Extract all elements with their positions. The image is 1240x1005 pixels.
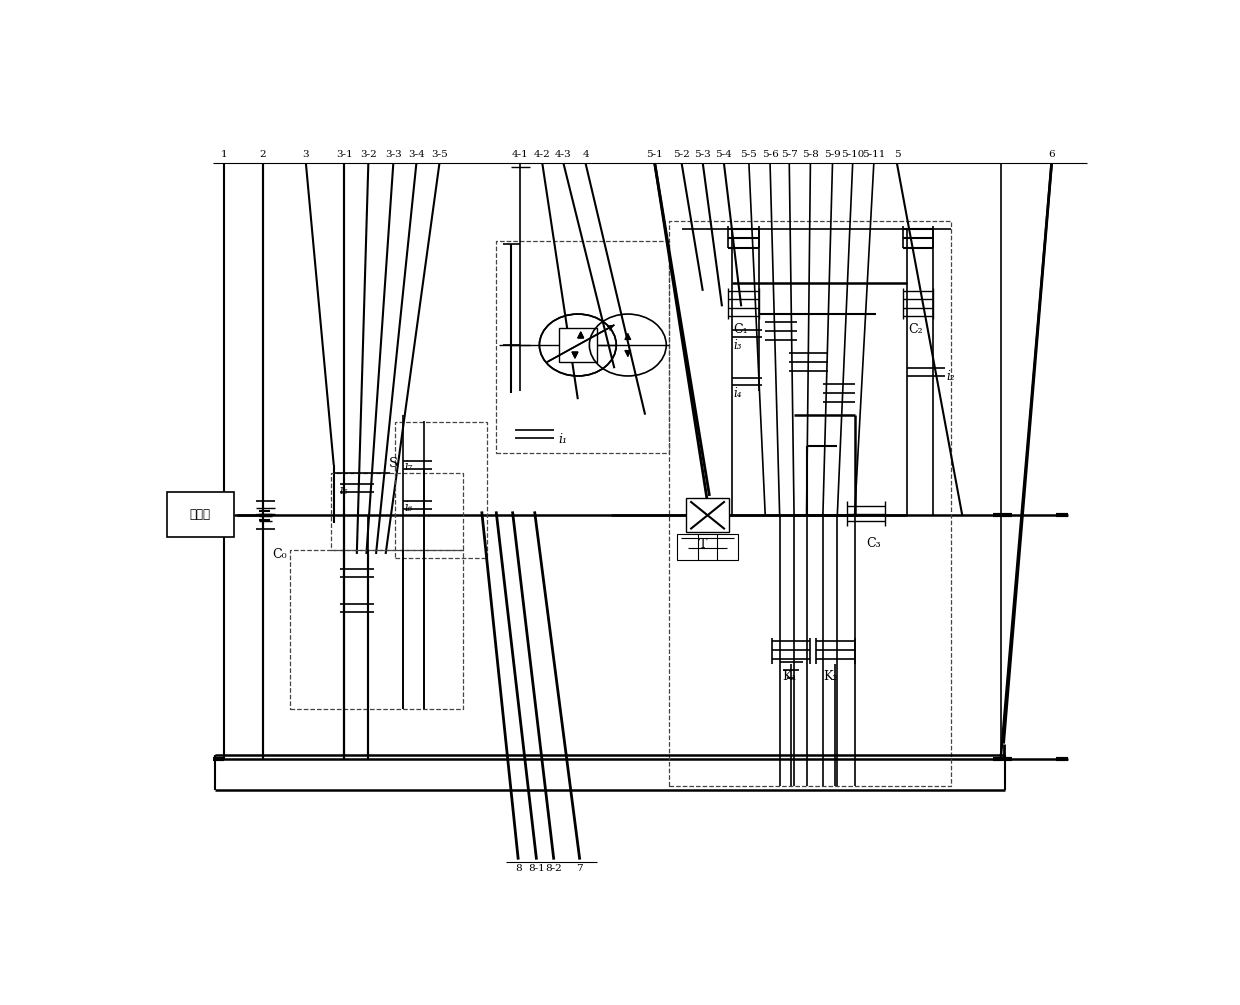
Text: 8: 8	[515, 863, 522, 872]
Text: C₁: C₁	[734, 324, 748, 337]
Text: 发动机: 发动机	[190, 508, 211, 521]
Bar	[558, 328, 596, 362]
Text: 3-5: 3-5	[432, 151, 448, 159]
Text: 5-9: 5-9	[825, 151, 841, 159]
Text: K₂: K₂	[823, 670, 838, 683]
Text: 2: 2	[259, 151, 265, 159]
Text: 5-3: 5-3	[694, 151, 712, 159]
Text: 3-2: 3-2	[360, 151, 377, 159]
Text: 4-2: 4-2	[534, 151, 551, 159]
Text: 4-3: 4-3	[556, 151, 572, 159]
Text: C₂: C₂	[909, 324, 923, 337]
Text: 4: 4	[583, 151, 589, 159]
Text: 3-4: 3-4	[408, 151, 425, 159]
Text: 3: 3	[303, 151, 309, 159]
Text: 5-7: 5-7	[781, 151, 797, 159]
Text: i₃: i₃	[734, 339, 742, 352]
Bar	[677, 534, 738, 560]
Text: 5-10: 5-10	[841, 151, 864, 159]
Text: K₁: K₁	[782, 670, 796, 683]
Text: i₂: i₂	[947, 370, 955, 383]
Text: 4-1: 4-1	[512, 151, 528, 159]
Text: 5: 5	[894, 151, 900, 159]
Text: i₄: i₄	[734, 387, 742, 400]
Text: i₅: i₅	[340, 484, 348, 497]
Text: C₀: C₀	[273, 548, 286, 561]
Text: C₃: C₃	[866, 537, 880, 550]
Text: 8-2: 8-2	[546, 863, 562, 872]
Text: 5-11: 5-11	[862, 151, 885, 159]
Text: i₆: i₆	[404, 501, 413, 515]
Text: 5-4: 5-4	[715, 151, 733, 159]
Text: i₁: i₁	[558, 433, 568, 446]
Text: 3-1: 3-1	[336, 151, 352, 159]
Text: 5-2: 5-2	[673, 151, 689, 159]
Text: 5-8: 5-8	[802, 151, 818, 159]
Text: i₇: i₇	[404, 459, 413, 472]
Text: 1: 1	[221, 151, 227, 159]
Text: 5-5: 5-5	[740, 151, 758, 159]
Text: 5-6: 5-6	[761, 151, 779, 159]
Bar	[166, 492, 234, 537]
Text: T: T	[698, 539, 707, 552]
Text: 6: 6	[1048, 151, 1055, 159]
Text: S: S	[389, 457, 398, 470]
Text: 3-3: 3-3	[384, 151, 402, 159]
Text: 8-1: 8-1	[528, 863, 544, 872]
Bar	[687, 498, 729, 533]
Text: 7: 7	[577, 863, 583, 872]
Text: 5-1: 5-1	[646, 151, 663, 159]
